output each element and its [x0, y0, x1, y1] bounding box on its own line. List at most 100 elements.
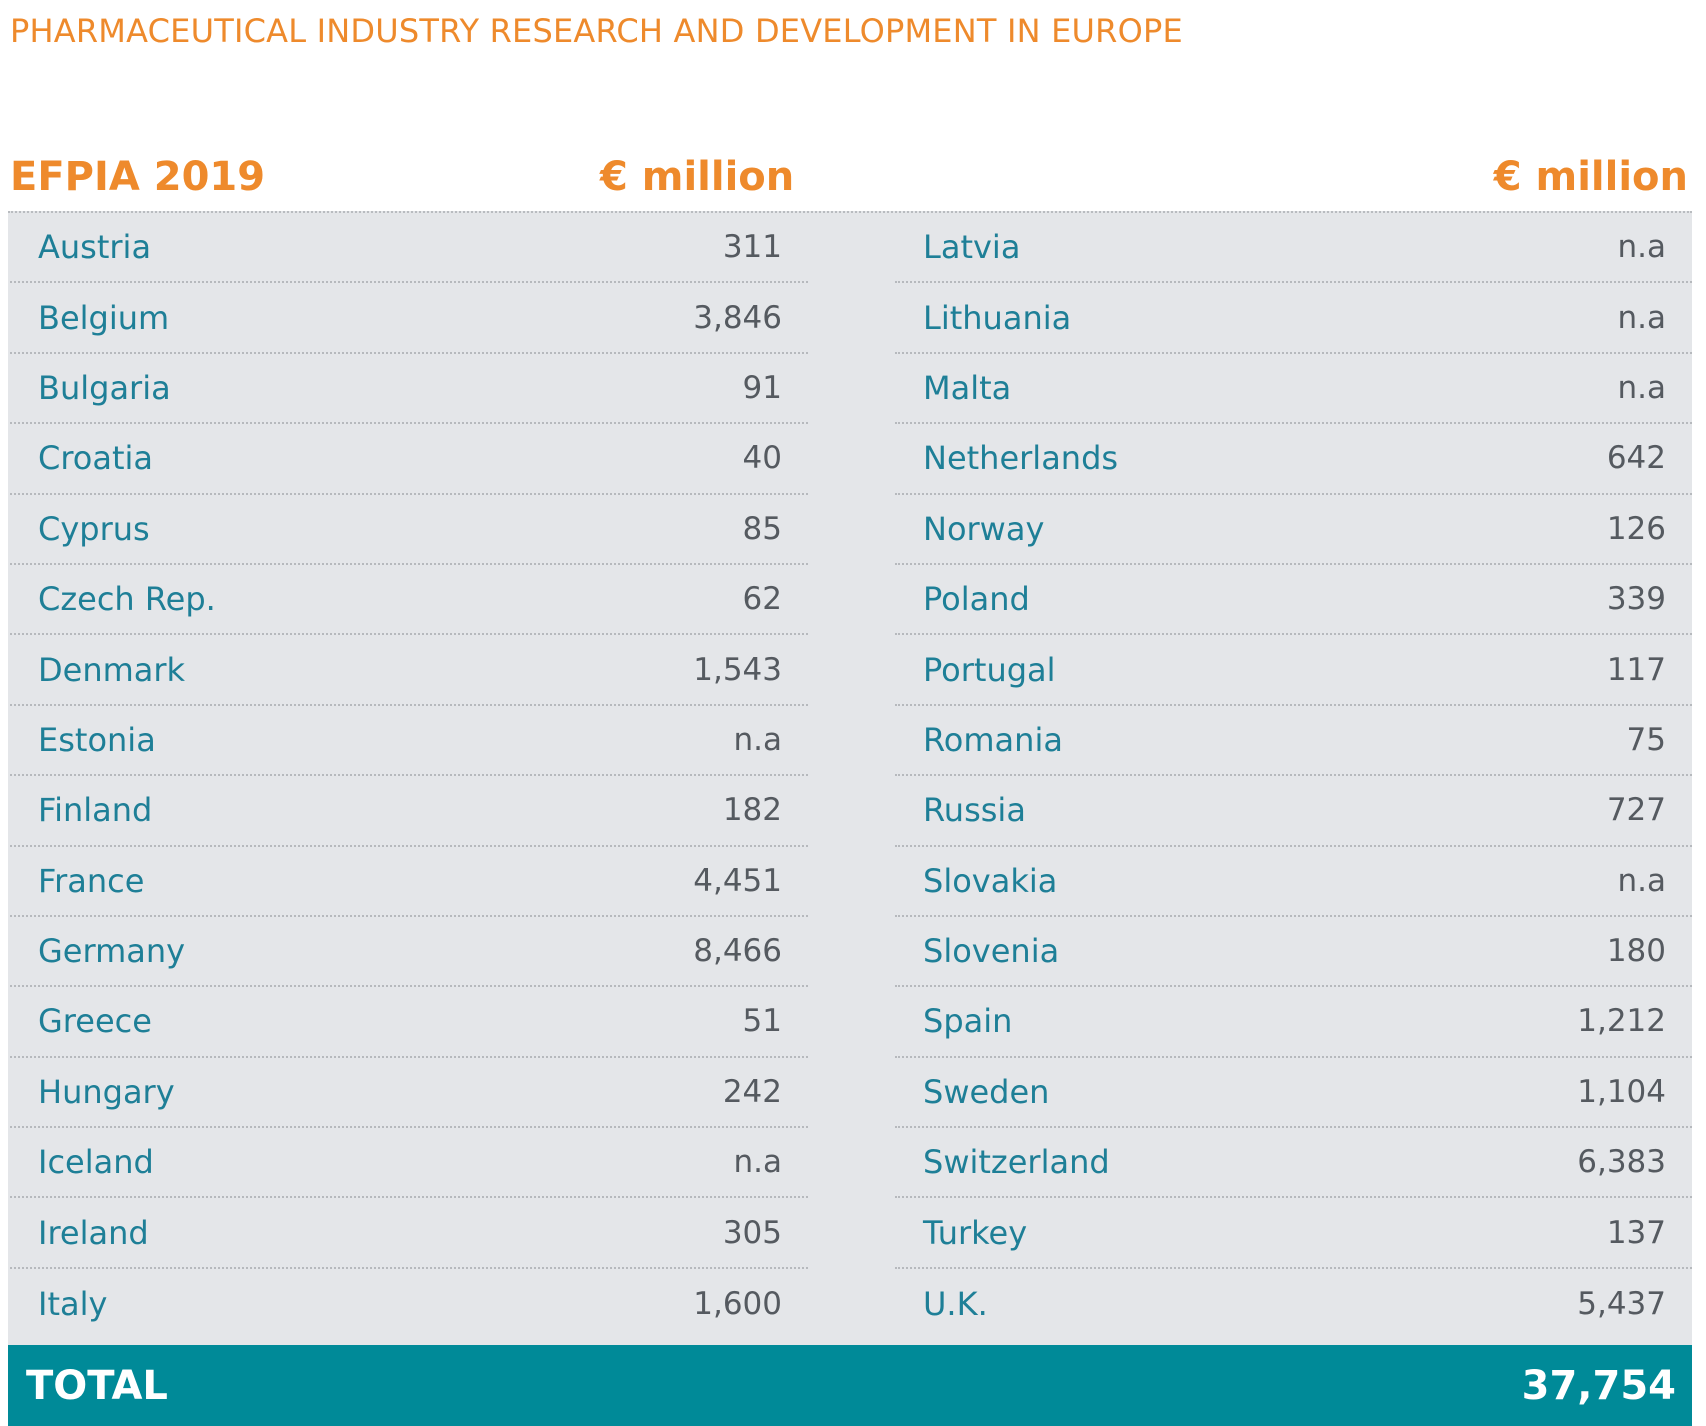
table-row: Hungary 242 [10, 1058, 808, 1129]
country-value: 1,543 [693, 651, 782, 688]
table-row: Turkey 137 [895, 1198, 1692, 1269]
table-row: Switzerland 6,383 [895, 1128, 1692, 1199]
country-value: 1,212 [1577, 1003, 1666, 1040]
country-value: 1,600 [693, 1286, 782, 1323]
table-row: Slovenia 180 [895, 917, 1692, 988]
table-row: Portugal 117 [895, 635, 1692, 706]
country-value: n.a [1617, 299, 1667, 336]
country-value: 85 [742, 510, 782, 547]
country-name: Hungary [38, 1072, 175, 1111]
total-label: TOTAL [26, 1362, 168, 1409]
table-row: Russia 727 [895, 776, 1692, 847]
country-name: Bulgaria [38, 368, 171, 407]
country-name: Norway [923, 509, 1045, 548]
country-value: 91 [742, 369, 782, 406]
country-name: Poland [923, 580, 1030, 619]
table-row: Norway 126 [895, 495, 1692, 565]
country-name: Italy [38, 1285, 108, 1324]
country-value: n.a [733, 1144, 783, 1181]
country-name: Netherlands [923, 439, 1119, 478]
country-name: Malta [923, 368, 1012, 407]
table-row: Lithuania n.a [895, 283, 1692, 354]
country-name: Slovenia [923, 932, 1060, 971]
country-value: 126 [1606, 510, 1666, 547]
country-value: 40 [742, 440, 782, 477]
country-value: 182 [722, 792, 782, 829]
country-name: Slovakia [923, 861, 1058, 900]
country-name: Cyprus [38, 509, 150, 548]
country-value: 6,383 [1577, 1144, 1666, 1181]
table-row: Czech Rep. 62 [10, 565, 808, 636]
table-row: Greece 51 [10, 987, 808, 1058]
table-row: U.K. 5,437 [895, 1269, 1692, 1339]
country-name: Spain [923, 1002, 1013, 1041]
country-name: Estonia [38, 720, 156, 759]
country-name: Austria [38, 228, 152, 267]
country-value: n.a [1617, 229, 1667, 266]
country-name: Czech Rep. [38, 580, 216, 619]
country-value: 3,846 [693, 299, 782, 336]
table-row: Sweden 1,104 [895, 1058, 1692, 1129]
country-value: 311 [722, 229, 782, 266]
country-name: Lithuania [923, 298, 1072, 337]
total-value: 37,754 [1521, 1362, 1676, 1409]
country-name: Latvia [923, 228, 1021, 267]
country-name: Portugal [923, 650, 1056, 689]
country-value: n.a [1617, 369, 1667, 406]
table-row: Finland 182 [10, 776, 808, 847]
country-value: 242 [722, 1073, 782, 1110]
country-value: 727 [1606, 792, 1666, 829]
country-name: Germany [38, 932, 186, 971]
table-row: Italy 1,600 [10, 1269, 808, 1339]
country-name: Switzerland [923, 1143, 1110, 1182]
country-name: Belgium [38, 298, 170, 337]
right-column: Latvia n.a Lithuania n.a Malta n.a Netherla… [895, 213, 1692, 1339]
country-name: Croatia [38, 439, 154, 478]
table-row: Slovakia n.a [895, 847, 1692, 917]
country-name: Finland [38, 791, 153, 830]
data-table: Austria 311 Belgium 3,846 Bulgaria 91 Croat… [8, 211, 1692, 1345]
unit-header-right: € million [1493, 154, 1688, 200]
country-name: Turkey [923, 1213, 1028, 1252]
country-name: Romania [923, 720, 1063, 759]
table-row: Malta n.a [895, 354, 1692, 425]
table-row: Cyprus 85 [10, 495, 808, 565]
table-row: Bulgaria 91 [10, 354, 808, 425]
country-name: Iceland [38, 1143, 154, 1182]
country-name: Russia [923, 791, 1026, 830]
country-name: U.K. [923, 1285, 988, 1324]
table-row: Latvia n.a [895, 213, 1692, 284]
table-row: Netherlands 642 [895, 424, 1692, 495]
table-row: Romania 75 [895, 706, 1692, 777]
left-column: Austria 311 Belgium 3,846 Bulgaria 91 Croat… [10, 213, 808, 1339]
country-name: Ireland [38, 1213, 149, 1252]
country-value: 62 [742, 581, 782, 618]
country-value: 4,451 [693, 862, 782, 899]
table-row: France 4,451 [10, 847, 808, 917]
table-row: Iceland n.a [10, 1128, 808, 1199]
total-bar: TOTAL 37,754 [8, 1345, 1692, 1426]
unit-header-left: € million [600, 154, 795, 200]
table-row: Croatia 40 [10, 424, 808, 495]
country-value: 51 [742, 1003, 782, 1040]
table-row: Germany 8,466 [10, 917, 808, 988]
country-value: n.a [1617, 862, 1667, 899]
table-row: Ireland 305 [10, 1198, 808, 1269]
table-row: Belgium 3,846 [10, 283, 808, 354]
country-value: 339 [1606, 581, 1666, 618]
country-value: 1,104 [1577, 1073, 1666, 1110]
table-row: Denmark 1,543 [10, 635, 808, 706]
country-value: 5,437 [1577, 1286, 1666, 1323]
country-name: France [38, 861, 145, 900]
country-value: 137 [1606, 1214, 1666, 1251]
table-row: Estonia n.a [10, 706, 808, 777]
page-title: PHARMACEUTICAL INDUSTRY RESEARCH AND DEV… [10, 12, 1183, 50]
country-name: Denmark [38, 650, 186, 689]
country-value: 305 [722, 1214, 782, 1251]
country-value: 75 [1626, 721, 1666, 758]
country-value: 180 [1606, 933, 1666, 970]
country-value: 642 [1606, 440, 1666, 477]
table-header-label: EFPIA 2019 [10, 154, 266, 200]
country-value: 117 [1606, 651, 1666, 688]
table-row: Spain 1,212 [895, 987, 1692, 1058]
